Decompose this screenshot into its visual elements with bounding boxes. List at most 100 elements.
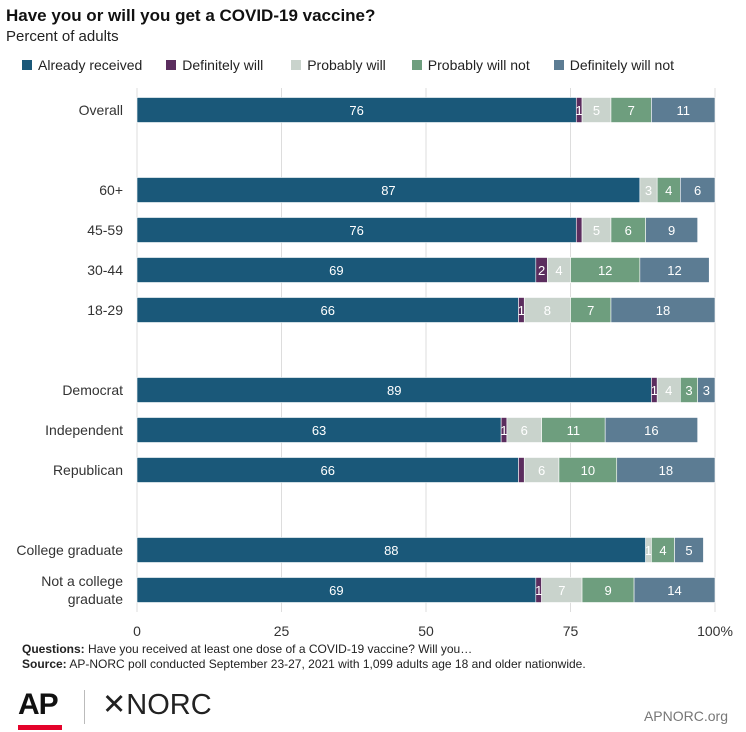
bar-segment <box>633 577 716 603</box>
legend-label: Already received <box>38 57 143 73</box>
category-label: Democrat <box>62 382 123 398</box>
category-label: Not a college <box>41 573 123 589</box>
legend-swatch <box>22 60 32 70</box>
bar-value-label: 18 <box>656 303 670 318</box>
questions-note: Questions: Have you received at least on… <box>22 642 473 656</box>
logo-divider <box>84 690 85 724</box>
bar-value-label: 69 <box>329 583 343 598</box>
bar-value-label: 66 <box>321 303 335 318</box>
legend-item: Already received <box>22 57 142 73</box>
x-tick-label: 25 <box>274 623 290 639</box>
bar-value-label: 4 <box>555 263 562 278</box>
bar-segment <box>136 417 502 443</box>
bar-value-label: 3 <box>645 183 652 198</box>
legend-item: Definitely will not <box>553 57 674 73</box>
bar-segment <box>581 217 612 243</box>
bar-value-label: 1 <box>645 543 652 558</box>
bar-value-label: 16 <box>644 423 658 438</box>
bar-value-label: 5 <box>593 223 600 238</box>
legend-label: Definitely will <box>182 57 264 73</box>
bar-value-label: 1 <box>518 303 525 318</box>
bar-value-label: 2 <box>538 263 545 278</box>
category-label: 18-29 <box>87 302 123 318</box>
bar-value-label: 1 <box>535 583 542 598</box>
bar-value-label: 1 <box>651 383 658 398</box>
bar-value-label: 10 <box>581 463 595 478</box>
bar-value-label: 11 <box>676 103 690 118</box>
bar-value-label: 7 <box>587 303 594 318</box>
x-tick-label: 0 <box>133 623 141 639</box>
legend-swatch <box>291 60 302 70</box>
norc-logo: ✕NORC <box>102 689 212 721</box>
bar-segment <box>570 297 612 323</box>
bar-segment <box>604 417 698 443</box>
bar-segment <box>697 377 716 403</box>
bar-value-label: 89 <box>387 383 401 398</box>
bar-value-label: 3 <box>703 383 710 398</box>
bar-segment <box>610 297 716 323</box>
bar-segment <box>680 177 716 203</box>
bar-value-label: 4 <box>659 543 666 558</box>
bar-segment <box>639 257 710 283</box>
bar-value-label: 63 <box>312 423 326 438</box>
category-label: graduate <box>68 591 123 607</box>
chart-title: Have you or will you get a COVID-19 vacc… <box>6 6 376 25</box>
bar-value-label: 5 <box>593 103 600 118</box>
bar-segment <box>610 97 652 123</box>
category-label: Independent <box>45 422 123 438</box>
ap-logo: AP <box>18 688 59 721</box>
site-url: APNORC.org <box>643 708 728 724</box>
bar-value-label: 7 <box>558 583 565 598</box>
bar-segment <box>136 217 577 243</box>
ap-logo-bar <box>18 725 62 730</box>
bar-value-label: 3 <box>685 383 692 398</box>
category-label: 60+ <box>99 182 123 198</box>
bar-value-label: 66 <box>321 463 335 478</box>
legend-item: Definitely will <box>166 57 263 73</box>
bar-segment <box>616 457 716 483</box>
bar-segment <box>136 537 646 563</box>
bar-value-label: 76 <box>349 223 363 238</box>
bar-value-label: 87 <box>381 183 395 198</box>
category-label: Overall <box>79 102 123 118</box>
bar-value-label: 6 <box>538 463 545 478</box>
bar-value-label: 14 <box>667 583 681 598</box>
bar-segment <box>506 417 542 443</box>
bar-value-label: 18 <box>659 463 673 478</box>
bar-segment <box>645 217 698 243</box>
bar-value-label: 76 <box>349 103 363 118</box>
bar-value-label: 12 <box>667 263 681 278</box>
legend-swatch <box>166 60 177 70</box>
bar-value-label: 9 <box>604 583 611 598</box>
category-label: Republican <box>53 462 123 478</box>
source-note: Source: AP-NORC poll conducted September… <box>22 657 586 671</box>
bar-value-label: 6 <box>625 223 632 238</box>
bar-segment <box>136 257 537 283</box>
legend-label: Definitely will not <box>569 57 674 73</box>
chart-subtitle: Percent of adults <box>6 28 119 45</box>
bar-segment <box>523 297 571 323</box>
category-label: 30-44 <box>87 262 123 278</box>
bar-segment <box>651 97 716 123</box>
bar-segment <box>581 97 612 123</box>
legend-swatch <box>553 60 564 70</box>
bar-value-label: 7 <box>628 103 635 118</box>
x-tick-label: 50 <box>418 623 434 639</box>
bar-segment <box>558 457 618 483</box>
legend-item: Probably will not <box>411 57 530 73</box>
category-label: 45-59 <box>87 222 123 238</box>
bar-value-label: 6 <box>521 423 528 438</box>
bar-value-label: 88 <box>384 543 398 558</box>
bar-value-label: 4 <box>665 183 672 198</box>
category-label: College graduate <box>16 542 123 558</box>
bar-value-label: 5 <box>685 543 692 558</box>
chart-legend: Already received Definitely will Probably … <box>22 57 674 73</box>
bar-value-label: 9 <box>668 223 675 238</box>
legend-swatch <box>411 60 422 70</box>
bar-value-label: 8 <box>544 303 551 318</box>
bar-value-label: 6 <box>694 183 701 198</box>
bar-value-label: 11 <box>567 423 581 438</box>
legend-item: Probably will <box>291 57 386 73</box>
bar-value-label: 1 <box>500 423 507 438</box>
